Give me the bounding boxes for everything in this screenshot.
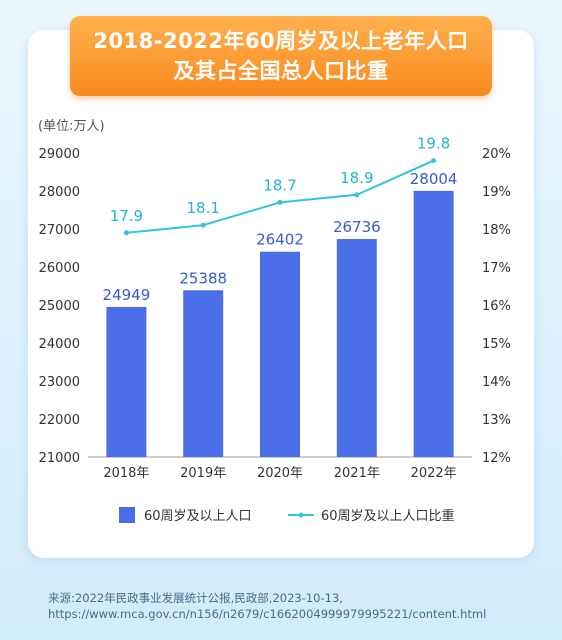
source-note: 来源:2022年民政事业发展统计公报,民政部,2023-10-13, https… (48, 590, 548, 622)
source-line1: 来源:2022年民政事业发展统计公报,民政部,2023-10-13, (48, 591, 343, 605)
y-left-tick-label: 27000 (39, 223, 80, 238)
source-url: https://www.mca.gov.cn/n156/n2679/c16620… (48, 607, 487, 621)
unit-label: (单位:万人) (38, 119, 105, 134)
legend-line-marker (298, 512, 304, 518)
bar (260, 251, 300, 457)
y-left-tick-label: 24000 (39, 337, 80, 352)
line-point (277, 199, 283, 205)
x-tick-label: 2022年 (411, 466, 457, 481)
line-point (123, 230, 129, 236)
y-left-tick-label: 23000 (39, 375, 80, 390)
y-right-tick-label: 20% (482, 147, 511, 162)
chart-title-line2: 及其占全国总人口比重 (173, 59, 389, 83)
bar (413, 190, 454, 457)
bar-value-label: 25388 (179, 269, 227, 287)
y-right-tick-label: 15% (482, 337, 511, 352)
bar-series: 24949 25388 26402 26736 28004 (103, 170, 458, 457)
x-tick-label: 2018年 (103, 466, 149, 481)
chart-title-line1: 2018-2022年60周岁及以上老年人口 (93, 29, 469, 53)
legend-bar-swatch (119, 507, 135, 523)
x-tick-label: 2021年 (334, 466, 380, 481)
legend: 60周岁及以上人口 60周岁及以上人口比重 (119, 507, 455, 524)
x-tick-label: 2020年 (257, 466, 303, 481)
bar-value-label: 26402 (256, 231, 304, 249)
bar (183, 290, 224, 457)
legend-bar-label: 60周岁及以上人口 (144, 509, 252, 524)
y-left-tick-label: 26000 (39, 261, 80, 276)
y-right-tick-label: 19% (482, 185, 511, 200)
y-right-tick-label: 14% (482, 375, 511, 390)
line-value-label: 18.9 (340, 169, 373, 187)
legend-line-label: 60周岁及以上人口比重 (321, 508, 455, 524)
y-left-tick-label: 29000 (39, 147, 80, 162)
y-right-tick-label: 12% (482, 451, 511, 466)
line-point (354, 192, 360, 198)
bar-value-label: 24949 (103, 286, 151, 304)
line-value-label: 17.9 (110, 207, 143, 225)
y-left-tick-label: 28000 (39, 185, 80, 200)
line-point (431, 158, 437, 164)
line-point (200, 222, 206, 228)
title-banner: 2018-2022年60周岁及以上老年人口 及其占全国总人口比重 (70, 16, 492, 96)
bar (336, 239, 377, 457)
y-left-tick-label: 21000 (39, 451, 80, 466)
y-right-tick-label: 18% (482, 223, 511, 238)
y-left-tick-label: 22000 (39, 413, 80, 428)
x-tick-label: 2019年 (180, 466, 226, 481)
line-value-label: 19.8 (417, 135, 450, 153)
y-right-tick-label: 13% (482, 413, 511, 428)
y-right-tick-label: 16% (482, 299, 511, 314)
bar-value-label: 28004 (410, 170, 458, 188)
bar-value-label: 26736 (333, 218, 381, 236)
line-value-label: 18.1 (186, 199, 219, 217)
y-left-tick-label: 25000 (39, 299, 80, 314)
bar (106, 306, 147, 457)
y-right-tick-label: 17% (482, 261, 511, 276)
line-value-label: 18.7 (263, 176, 296, 194)
line-series: 17.9 18.1 18.7 18.9 19.8 (110, 135, 450, 236)
percentage-line (126, 159, 435, 234)
